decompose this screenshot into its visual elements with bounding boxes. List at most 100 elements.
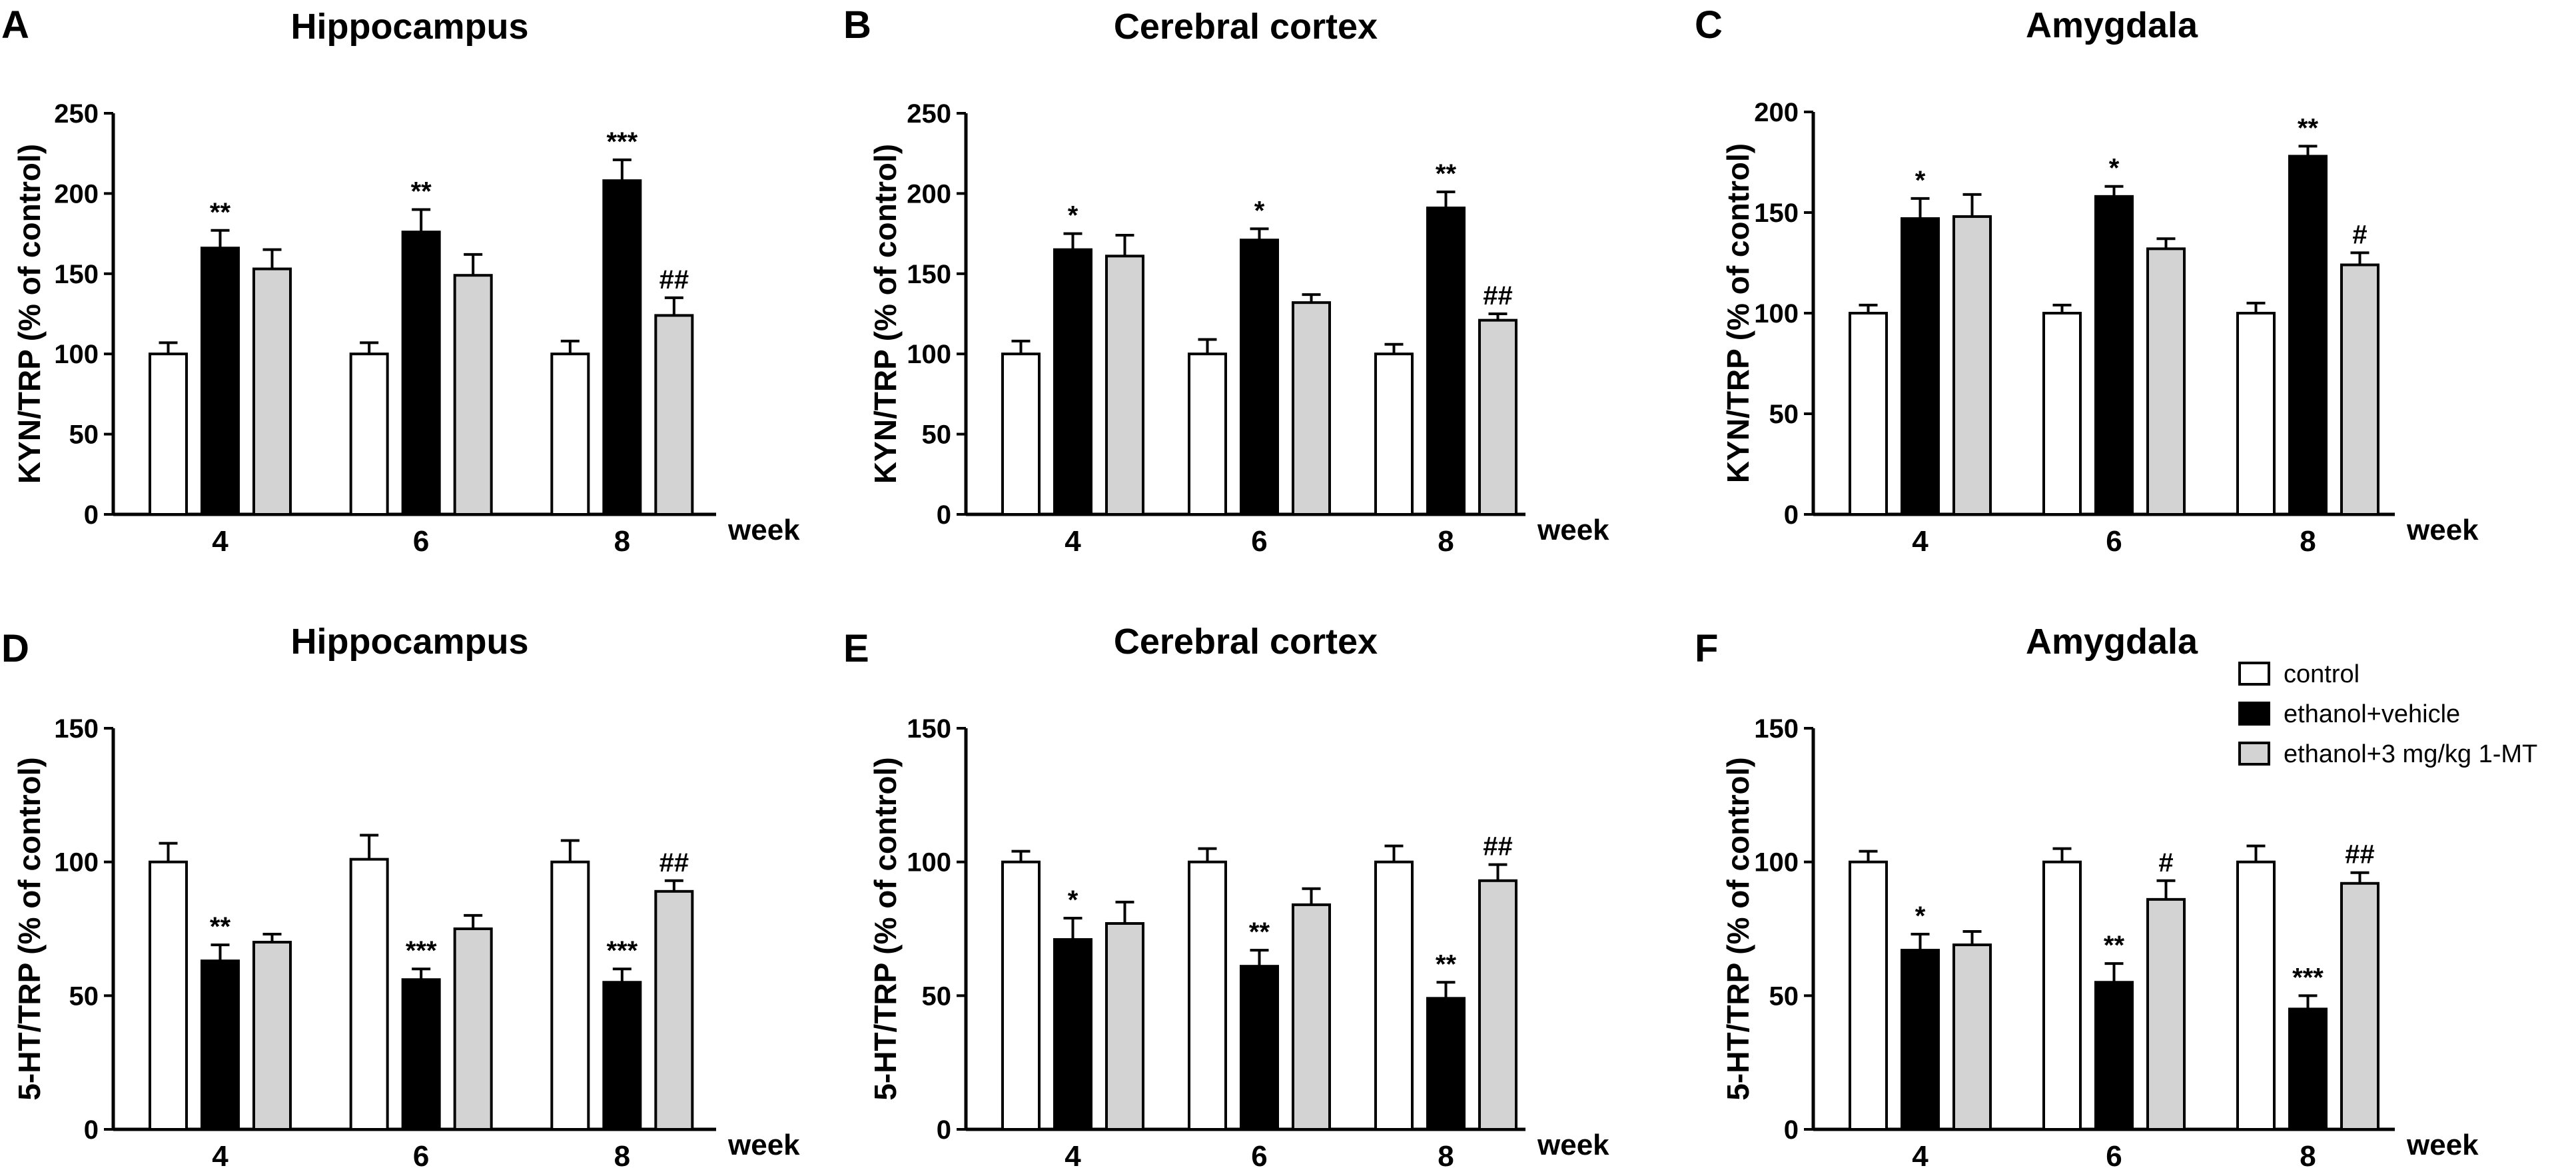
bar-ethanol_1mt xyxy=(1952,215,1992,516)
y-tick-label: 50 xyxy=(922,981,952,1011)
y-tick-label: 200 xyxy=(54,179,99,209)
bar-ethanol_vehicle xyxy=(602,179,642,516)
bar-ethanol_1mt xyxy=(654,314,694,516)
bar-ethanol_vehicle xyxy=(2094,195,2134,516)
significance-label: ** xyxy=(210,198,231,227)
bar-ethanol_vehicle xyxy=(1053,938,1092,1131)
bar-ethanol_vehicle xyxy=(1426,207,1466,516)
x-axis-unit: week xyxy=(1537,514,1609,546)
panel-title: Hippocampus xyxy=(290,7,528,47)
x-tick-label: 8 xyxy=(614,1140,630,1168)
y-tick-label: 250 xyxy=(54,99,99,129)
y-tick-label: 150 xyxy=(54,260,99,289)
x-tick-label: 4 xyxy=(1065,1140,1081,1168)
bar-control xyxy=(149,860,188,1131)
x-tick-label: 4 xyxy=(1065,525,1081,558)
x-tick-label: 6 xyxy=(1251,525,1267,558)
y-axis-label: KYN/TRP (% of control) xyxy=(1721,143,1755,483)
significance-label: * xyxy=(1915,166,1926,195)
x-axis-unit: week xyxy=(727,514,800,546)
y-axis-label: KYN/TRP (% of control) xyxy=(868,144,903,484)
y-tick-label: 100 xyxy=(1754,848,1799,877)
significance-label: ## xyxy=(1483,832,1513,862)
bar-control xyxy=(1374,352,1414,516)
y-tick-label: 50 xyxy=(69,981,99,1011)
y-tick-label: 50 xyxy=(1769,400,1799,429)
bar-ethanol_vehicle xyxy=(2288,155,2328,516)
y-tick-label: 100 xyxy=(54,848,99,877)
y-tick-label: 100 xyxy=(907,340,951,369)
x-tick-label: 4 xyxy=(212,525,228,558)
bar-ethanol_1mt xyxy=(1105,921,1144,1131)
bar-control xyxy=(349,352,389,516)
panel-c: C Amygdala KYN/TRP (% of control) 0 50 100 150… xyxy=(1695,3,2479,558)
x-tick-label: 6 xyxy=(2106,1140,2122,1168)
bar-ethanol_1mt xyxy=(453,927,493,1131)
x-tick-label: 8 xyxy=(1438,1140,1454,1168)
y-axis-label: 5-HT/TRP (% of control) xyxy=(1721,757,1755,1100)
y-tick-label: 150 xyxy=(54,714,99,744)
bar-ethanol_vehicle xyxy=(1240,965,1279,1131)
significance-label: * xyxy=(1915,901,1926,931)
panel-d: D Hippocampus 5-HT/TRP (% of control) 0 50 10… xyxy=(1,622,800,1168)
bar-ethanol_vehicle xyxy=(1053,248,1092,516)
y-tick-label: 0 xyxy=(937,1115,951,1145)
x-axis-unit: week xyxy=(1537,1129,1609,1161)
legend-swatch-ethanol_vehicle xyxy=(2238,702,2270,726)
y-tick-label: 250 xyxy=(907,99,951,129)
bar-ethanol_1mt xyxy=(2146,247,2186,516)
legend-label: ethanol+3 mg/kg 1-MT xyxy=(2284,740,2537,768)
bar-control xyxy=(1001,860,1041,1131)
y-tick-label: 0 xyxy=(84,500,99,530)
significance-label: ** xyxy=(411,177,432,206)
significance-label: *** xyxy=(406,936,437,965)
bar-ethanol_1mt xyxy=(1478,318,1517,516)
bar-ethanol_vehicle xyxy=(401,978,441,1131)
bar-control xyxy=(1188,860,1227,1131)
panel-b: B Cerebral cortex KYN/TRP (% of control) 0 5… xyxy=(843,3,1609,558)
x-tick-label: 6 xyxy=(413,525,429,558)
y-tick-label: 100 xyxy=(907,848,951,877)
y-tick-label: 0 xyxy=(937,500,951,530)
x-tick-label: 4 xyxy=(1912,525,1929,558)
significance-label: *** xyxy=(606,127,638,157)
x-tick-label: 8 xyxy=(1438,525,1454,558)
bar-ethanol_1mt xyxy=(1952,943,1992,1131)
significance-label: ** xyxy=(1436,949,1457,979)
bar-ethanol_vehicle xyxy=(2288,1007,2328,1131)
panel-title: Amygdala xyxy=(2026,5,2198,45)
panel-letter: A xyxy=(1,3,29,47)
significance-label: # xyxy=(2158,848,2173,877)
significance-label: ## xyxy=(659,265,689,294)
bar-ethanol_vehicle xyxy=(1426,997,1466,1131)
legend: control ethanol+vehicle ethanol+3 mg/kg 1-… xyxy=(2238,660,2537,768)
y-axis-label: 5-HT/TRP (% of control) xyxy=(868,757,903,1100)
panel-letter: C xyxy=(1695,3,1723,47)
y-tick-label: 0 xyxy=(1784,500,1799,530)
bar-control xyxy=(2042,312,2082,516)
y-axis-label: 5-HT/TRP (% of control) xyxy=(12,757,47,1100)
y-tick-label: 50 xyxy=(69,420,99,450)
x-tick-label: 4 xyxy=(1912,1140,1929,1168)
x-tick-label: 8 xyxy=(614,525,630,558)
y-tick-label: 100 xyxy=(54,340,99,369)
significance-label: ** xyxy=(1249,917,1270,947)
legend-swatch-ethanol_1mt xyxy=(2238,742,2270,766)
y-tick-label: 50 xyxy=(1769,981,1799,1011)
panel-letter: E xyxy=(843,627,869,670)
x-tick-label: 6 xyxy=(2106,525,2122,558)
panel-title: Amygdala xyxy=(2026,622,2198,662)
bar-ethanol_1mt xyxy=(1478,879,1517,1131)
bar-ethanol_vehicle xyxy=(1240,239,1279,516)
x-tick-label: 8 xyxy=(2300,1140,2316,1168)
bar-control xyxy=(1374,860,1414,1131)
significance-label: * xyxy=(1068,201,1078,231)
bar-ethanol_vehicle xyxy=(1901,217,1940,516)
y-tick-label: 150 xyxy=(907,260,951,289)
bar-ethanol_1mt xyxy=(2146,897,2186,1131)
bar-ethanol_vehicle xyxy=(401,231,441,516)
significance-label: ** xyxy=(2298,113,2319,143)
y-tick-label: 50 xyxy=(922,420,952,450)
bar-control xyxy=(149,352,188,516)
